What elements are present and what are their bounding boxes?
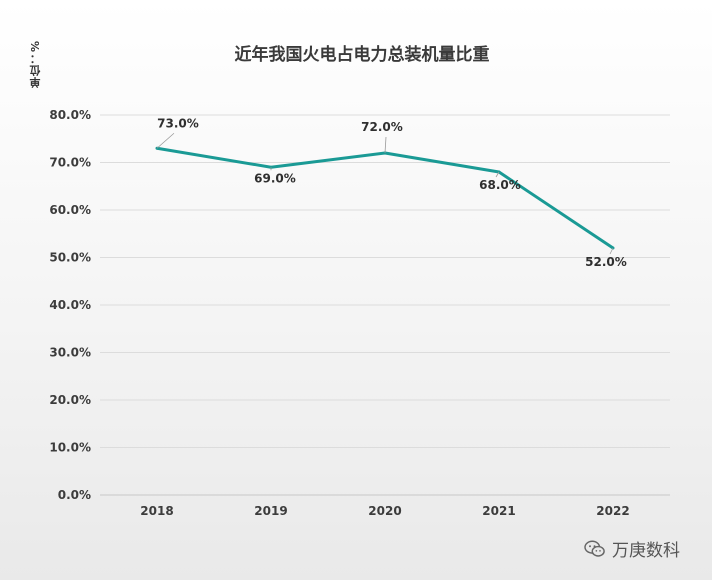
chart-title: 近年我国火电占电力总装机量比重 [234,45,490,65]
y-tick-label: 10.0% [49,441,91,455]
x-tick-label: 2018 [140,504,173,518]
wechat-icon [584,540,605,557]
label-leader-line [609,247,614,255]
x-axis-ticks: 2018 2019 2020 2021 2022 [140,504,629,518]
x-tick-label: 2021 [482,504,515,518]
y-axis-ticks: 0.0% 10.0% 20.0% 30.0% 40.0% 50.0% 60.0% 70.0% 8… [49,108,91,502]
data-label: 72.0% [361,120,403,134]
data-label: 68.0% [479,178,521,192]
x-tick-label: 2019 [254,504,287,518]
y-tick-label: 80.0% [49,108,91,122]
data-labels: 73.0% 69.0% 72.0% 68.0% 52.0% [156,116,627,269]
series-line-path [156,146,614,250]
y-tick-label: 0.0% [58,488,91,502]
label-leader-line [495,171,500,178]
x-tick-label: 2022 [596,504,629,518]
y-tick-label: 20.0% [49,393,91,407]
y-tick-label: 30.0% [49,346,91,360]
watermark: 万庚数科 [584,536,680,561]
data-label: 73.0% [157,116,199,130]
data-label: 52.0% [585,255,627,269]
watermark-text: 万庚数科 [612,541,680,561]
y-tick-label: 50.0% [49,251,91,265]
y-tick-label: 70.0% [49,156,91,170]
data-label: 69.0% [254,171,296,185]
y-tick-label: 60.0% [49,203,91,217]
gridlines [100,114,670,496]
label-leader-line [156,132,175,149]
x-tick-label: 2020 [368,504,401,518]
y-tick-label: 40.0% [49,298,91,312]
label-leader-line [384,136,387,154]
